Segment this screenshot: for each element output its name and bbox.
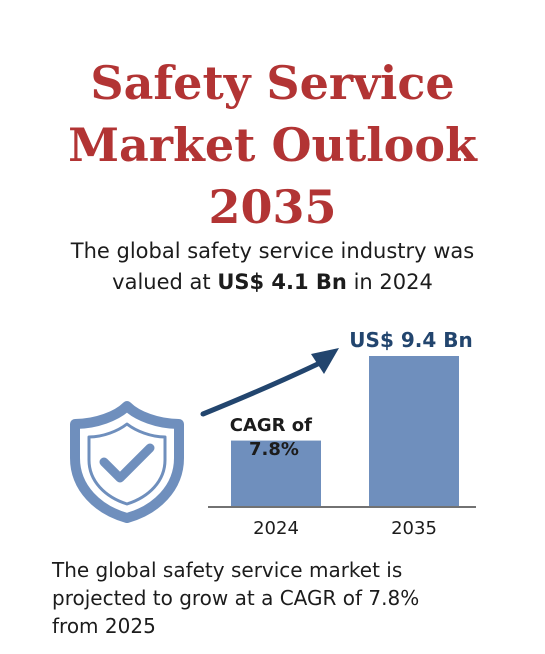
title-line-1: Safety Service: [90, 56, 455, 110]
intro-post: in 2024: [346, 270, 433, 294]
intro-line-1: The global safety service industry was: [70, 239, 475, 263]
intro-value: US$ 4.1 Bn: [217, 270, 347, 294]
outro-line-1: The global safety service market is: [52, 558, 403, 582]
bar-2024: [231, 440, 321, 506]
bar-2035: [369, 356, 459, 506]
shield-check-icon: [70, 401, 184, 523]
cagr-label-line-1: CAGR of: [230, 415, 312, 436]
title-line-2: Market Outlook: [68, 118, 477, 172]
bars: [231, 356, 459, 506]
title-line-3: 2035: [208, 180, 337, 234]
cagr-label-line-2: 7.8%: [249, 439, 299, 460]
cagr-label: CAGR of 7.8%: [230, 415, 319, 460]
x-tick-label: 2024: [253, 518, 299, 539]
outro-line-3: from 2025: [52, 614, 156, 638]
intro-text: The global safety service industry was v…: [0, 236, 545, 298]
growth-arrow: [200, 348, 339, 417]
x-tick-label: 2035: [391, 518, 437, 539]
x-axis-ticks: 2024 2035: [253, 518, 437, 539]
intro-line-2: valued at US$ 4.1 Bn in 2024: [0, 267, 545, 298]
page-title: Safety Service Market Outlook 2035: [0, 52, 545, 238]
intro-pre: valued at: [112, 270, 218, 294]
outro-text: The global safety service market is proj…: [52, 556, 532, 640]
value-label: US$ 9.4 Bn: [349, 328, 472, 352]
outro-line-2: projected to grow at a CAGR of 7.8%: [52, 586, 420, 610]
